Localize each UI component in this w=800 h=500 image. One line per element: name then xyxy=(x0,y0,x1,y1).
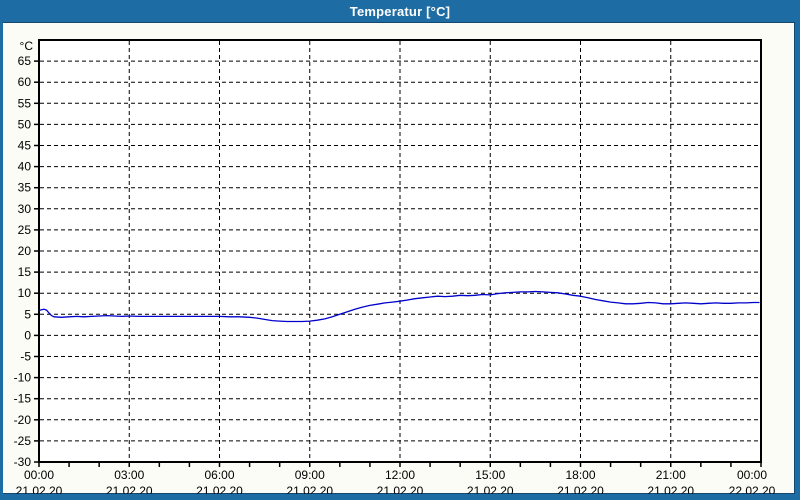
x-tick-time-label: 03:00 xyxy=(114,468,144,482)
y-tick-label: 15 xyxy=(18,265,32,279)
y-tick-label: 65 xyxy=(18,54,32,68)
y-tick-label: 40 xyxy=(18,160,32,174)
y-tick-label: -20 xyxy=(14,413,32,427)
y-tick-label: 10 xyxy=(18,286,32,300)
y-tick-label: -25 xyxy=(14,434,32,448)
window-title: Temperatur [°C] xyxy=(349,3,451,19)
y-tick-label: 30 xyxy=(18,202,32,216)
x-tick-date-label: 21.02.20 xyxy=(286,484,333,498)
temperature-line xyxy=(38,290,760,323)
gridlines xyxy=(40,41,760,461)
y-tick-label: 60 xyxy=(18,75,32,89)
x-tick-time-label: 12:00 xyxy=(385,468,415,482)
y-tick-label: -15 xyxy=(14,392,32,406)
x-tick-date-label: 21.02.20 xyxy=(16,484,63,498)
y-tick-label: 25 xyxy=(18,223,32,237)
x-axis: 00:00 21.02.20 03:00 21.02.20 06:00 21.02.20 0… xyxy=(16,462,776,498)
y-tick-label: -10 xyxy=(14,371,32,385)
y-axis-unit-label: °C xyxy=(20,39,34,53)
y-tick-label: 35 xyxy=(18,181,32,195)
y-tick-label: 20 xyxy=(18,244,32,258)
x-tick-date-label: 21.02.20 xyxy=(557,484,604,498)
x-tick-date-label: 21.02.20 xyxy=(106,484,153,498)
x-tick-time-label: 21:00 xyxy=(656,468,686,482)
y-tick-label: 55 xyxy=(18,96,32,110)
y-tick-label: 5 xyxy=(24,307,31,321)
y-tick-label: 50 xyxy=(18,117,32,131)
x-tick-time-label: 18:00 xyxy=(565,468,595,482)
x-tick-date-label: 21.02.20 xyxy=(647,484,694,498)
y-tick-label: 45 xyxy=(18,139,32,153)
y-tick-label: -30 xyxy=(14,455,32,469)
window-titlebar: Temperatur [°C] xyxy=(3,0,795,23)
y-tick-label: -5 xyxy=(20,350,31,364)
x-tick-time-label: 00:00 xyxy=(737,468,767,482)
x-tick-date-label: 21.02.20 xyxy=(467,484,514,498)
x-tick-date-label: 21.02.20 xyxy=(377,484,424,498)
x-tick-time-label: 15:00 xyxy=(475,468,505,482)
x-tick-time-label: 09:00 xyxy=(295,468,325,482)
y-tick-label: 0 xyxy=(24,328,31,342)
y-axis: 65605550454035302520151050-5-10-15-20-25… xyxy=(14,39,39,469)
x-tick-date-label: 21.02.20 xyxy=(196,484,243,498)
x-tick-date-label: 22.02.20 xyxy=(729,484,776,498)
x-tick-time-label: 06:00 xyxy=(204,468,234,482)
x-tick-time-label: 00:00 xyxy=(24,468,54,482)
